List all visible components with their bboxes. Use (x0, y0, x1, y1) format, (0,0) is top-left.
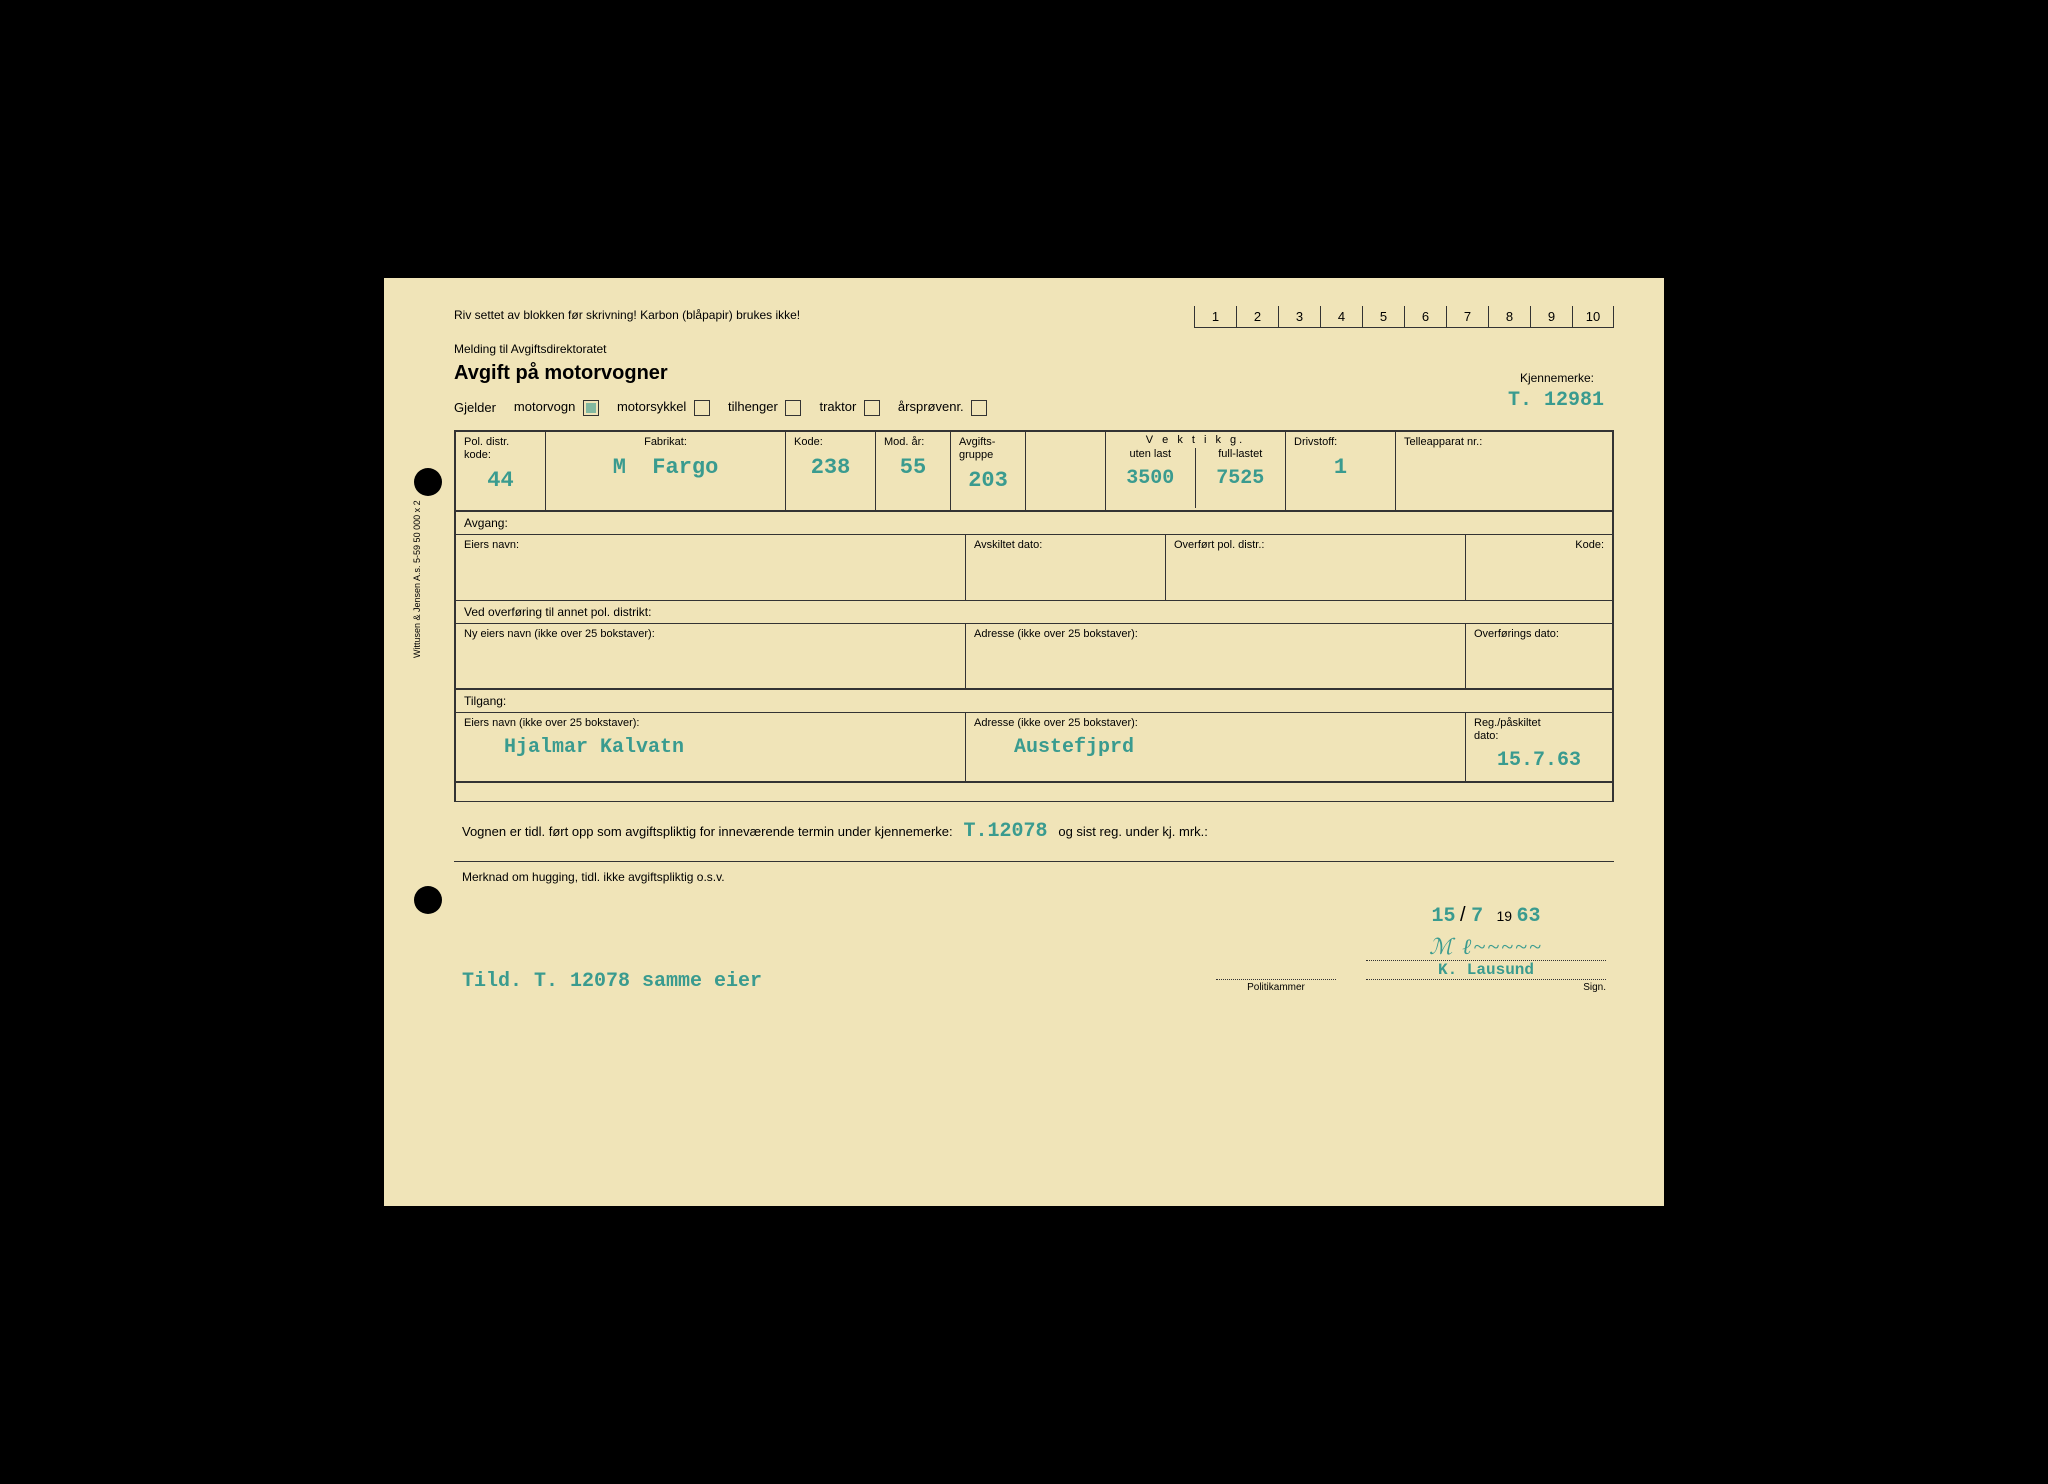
num-box: 3 (1278, 306, 1320, 328)
val-fabrikat: M Fargo (554, 455, 777, 480)
num-box: 4 (1320, 306, 1362, 328)
checkbox-traktor[interactable] (864, 400, 880, 416)
vehicle-type-row: Gjelder motorvogn motorsykkel tilhenger … (454, 399, 987, 416)
val-kode: 238 (794, 455, 867, 480)
overforings-dato: Overførings dato: (1474, 628, 1604, 641)
tilgang-adresse-label: Adresse (ikke over 25 bokstaver): (974, 717, 1457, 730)
num-box: 1 (1194, 306, 1236, 328)
top-row: Riv settet av blokken før skrivning! Kar… (454, 308, 1614, 328)
val-avgifts: 203 (959, 468, 1017, 493)
avgang-overfort: Overført pol. distr.: (1174, 539, 1457, 552)
hdr-kode: Kode: (794, 436, 867, 449)
tilgang-regdato-label: Reg./påskiltet dato: (1474, 717, 1604, 743)
num-box: 9 (1530, 306, 1572, 328)
hdr-vekt: V e k t i k g. (1106, 432, 1285, 448)
punch-hole-bottom (414, 886, 442, 914)
val-fulllastet: 7525 (1200, 467, 1282, 490)
checkbox-tilhenger[interactable] (785, 400, 801, 416)
avgang-kode: Kode: (1474, 539, 1604, 552)
tilgang-navn: Hjalmar Kalvatn (464, 736, 957, 759)
ny-eier-label: Ny eiers navn (ikke over 25 bokstaver): (464, 628, 957, 641)
ved-overforing: Ved overføring til annet pol. distrikt: (456, 601, 659, 623)
hdr-utenlast: uten last (1110, 448, 1191, 461)
hdr-fabrikat: Fabrikat: (554, 436, 777, 449)
prev-text2: og sist reg. under kj. mrk.: (1058, 824, 1208, 839)
politikammer-field (1216, 961, 1336, 980)
val-drivstoff: 1 (1294, 455, 1387, 480)
tilgang-eiersnavn: Eiers navn (ikke over 25 bokstaver): (464, 717, 957, 730)
gjelder-prefix: Gjelder (454, 400, 496, 415)
opt-motorvogn: motorvogn (514, 399, 575, 414)
opt-traktor: traktor (819, 399, 856, 414)
hdr-drivstoff: Drivstoff: (1294, 436, 1387, 449)
tilgang-label: Tilgang: (456, 690, 514, 712)
form-title: Avgift på motorvogner (454, 362, 668, 385)
printer-info: Wittusen & Jensen A.s. 5-59 50 000 x 2 (412, 500, 422, 658)
opt-tilhenger: tilhenger (728, 399, 778, 414)
tilgang-adresse: Austefjprd (974, 736, 1457, 759)
opt-motorsykkel: motorsykkel (617, 399, 686, 414)
tilgang-dato: 15.7.63 (1474, 749, 1604, 772)
date-year: 63 (1516, 905, 1540, 928)
hdr-modar: Mod. år: (884, 436, 942, 449)
date-century: 19 (1496, 908, 1512, 924)
footer-row: Tild. T. 12078 samme eier Politikammer 1… (454, 904, 1614, 993)
hdr-poldistr: Pol. distr. kode: (464, 436, 537, 462)
kjennemerke-label: Kjennemerke: (1520, 371, 1594, 385)
avgang-avskiltet: Avskiltet dato: (974, 539, 1157, 552)
merknad-label: Merknad om hugging, tidl. ikke avgiftspl… (454, 870, 1614, 884)
checkbox-motorsykkel[interactable] (694, 400, 710, 416)
num-box: 7 (1446, 306, 1488, 328)
checkbox-motorvogn[interactable] (583, 400, 599, 416)
instruction-text: Riv settet av blokken før skrivning! Kar… (454, 308, 800, 322)
num-box: 2 (1236, 306, 1278, 328)
number-boxes: 1 2 3 4 5 6 7 8 9 10 (1194, 306, 1614, 328)
avgang-eiersnavn: Eiers navn: (464, 539, 957, 552)
prev-merke: T.12078 (963, 820, 1047, 843)
date-day: 15 (1432, 905, 1456, 928)
num-box: 5 (1362, 306, 1404, 328)
signer-name: K. Lausund (1366, 961, 1606, 980)
adresse-label: Adresse (ikke over 25 bokstaver): (974, 628, 1457, 641)
val-modar: 55 (884, 455, 942, 480)
checkbox-arsprove[interactable] (971, 400, 987, 416)
val-poldistr: 44 (464, 468, 537, 493)
num-box: 10 (1572, 306, 1614, 328)
num-box: 6 (1404, 306, 1446, 328)
main-table: Pol. distr. kode: 44 Fabrikat: M Fargo K… (454, 430, 1614, 801)
avgang-label: Avgang: (456, 512, 516, 534)
kjennemerke-value: T. 12981 (1508, 389, 1604, 412)
opt-arsprove: årsprøvenr. (898, 399, 964, 414)
form-page: Wittusen & Jensen A.s. 5-59 50 000 x 2 R… (384, 278, 1664, 1206)
merknad-text: Tild. T. 12078 samme eier (462, 970, 762, 993)
title-row: Avgift på motorvogner Kjennemerke: (454, 362, 1614, 385)
date-month: 7 (1471, 905, 1483, 928)
melding-text: Melding til Avgiftsdirektoratet (454, 342, 1614, 356)
sign-label: Sign. (1366, 982, 1606, 993)
signature-scribble: ℳ ℓ~~~~~ (1366, 934, 1606, 961)
prev-text1: Vognen er tidl. ført opp som avgiftsplik… (462, 824, 953, 839)
punch-hole-top (414, 468, 442, 496)
previous-registration: Vognen er tidl. ført opp som avgiftsplik… (454, 801, 1614, 862)
politikammer-label: Politikammer (1216, 982, 1336, 993)
hdr-telle: Telleapparat nr.: (1404, 436, 1604, 449)
hdr-fulllastet: full-lastet (1200, 448, 1282, 461)
hdr-avgifts: Avgifts- gruppe (959, 436, 1017, 462)
num-box: 8 (1488, 306, 1530, 328)
val-utenlast: 3500 (1110, 467, 1191, 490)
